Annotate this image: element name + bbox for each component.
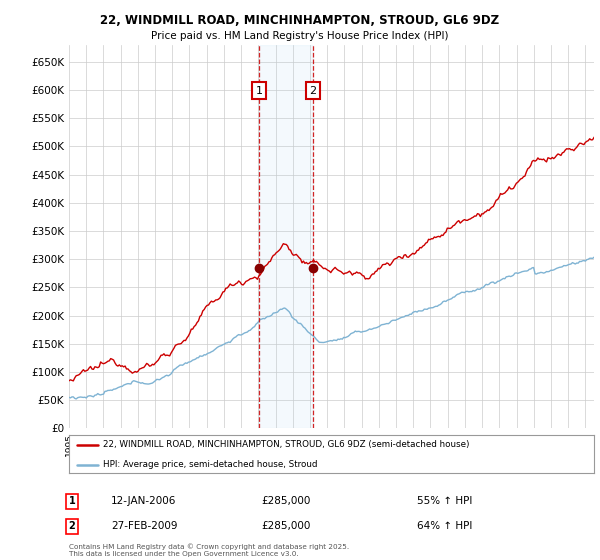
- Text: HPI: Average price, semi-detached house, Stroud: HPI: Average price, semi-detached house,…: [103, 460, 317, 469]
- Text: 64% ↑ HPI: 64% ↑ HPI: [417, 521, 472, 531]
- Text: 2: 2: [68, 521, 76, 531]
- Text: Contains HM Land Registry data © Crown copyright and database right 2025.
This d: Contains HM Land Registry data © Crown c…: [69, 544, 349, 557]
- Text: 27-FEB-2009: 27-FEB-2009: [111, 521, 178, 531]
- Text: 12-JAN-2006: 12-JAN-2006: [111, 496, 176, 506]
- Bar: [259, 45, 313, 428]
- Text: Price paid vs. HM Land Registry's House Price Index (HPI): Price paid vs. HM Land Registry's House …: [151, 31, 449, 41]
- Text: 1: 1: [68, 496, 76, 506]
- Text: £285,000: £285,000: [261, 496, 310, 506]
- Text: 22, WINDMILL ROAD, MINCHINHAMPTON, STROUD, GL6 9DZ (semi-detached house): 22, WINDMILL ROAD, MINCHINHAMPTON, STROU…: [103, 440, 470, 449]
- Text: 1: 1: [256, 86, 263, 96]
- Text: 2: 2: [309, 86, 316, 96]
- Text: 55% ↑ HPI: 55% ↑ HPI: [417, 496, 472, 506]
- Text: £285,000: £285,000: [261, 521, 310, 531]
- Text: 22, WINDMILL ROAD, MINCHINHAMPTON, STROUD, GL6 9DZ: 22, WINDMILL ROAD, MINCHINHAMPTON, STROU…: [100, 14, 500, 27]
